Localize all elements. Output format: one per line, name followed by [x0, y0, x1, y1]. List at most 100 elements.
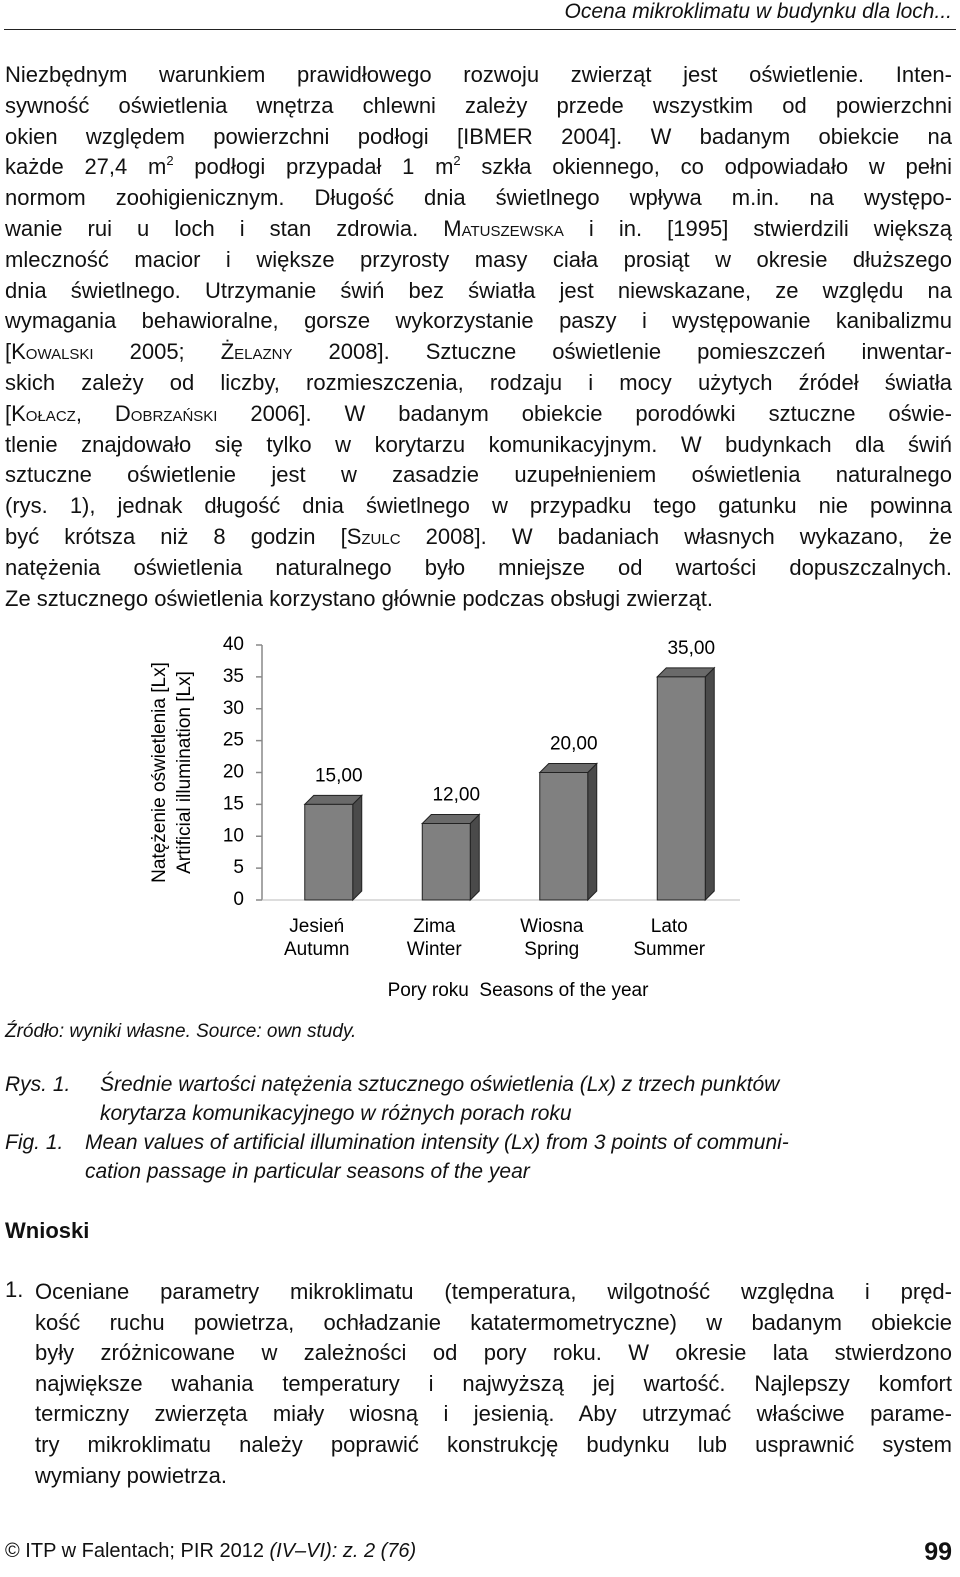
text-line: (rys. 1), jednak długość dnia świetlnego…: [5, 491, 952, 521]
text: [: [5, 339, 12, 365]
bar: [656, 676, 706, 901]
y-tick-label: 10: [223, 825, 244, 846]
value-label: 35,00: [667, 638, 715, 659]
text-line: okien względem powierzchni podłogi [IBME…: [5, 122, 952, 152]
caption-line: Mean values of artificial illumination i…: [85, 1131, 789, 1154]
text: sywność oświetlenia wnętrza chlewni zale…: [5, 92, 952, 118]
caption-label: Rys. 1.: [5, 1073, 71, 1096]
footer-issue: (IV–VI): z. 2 (76): [269, 1540, 417, 1562]
text: 2008]. Sztuczne oświetlenie pomieszczeń …: [292, 339, 952, 365]
running-header: Ocena mikroklimatu w budynku dla loch...: [564, 0, 952, 23]
text-line: Ze sztucznego oświetlenia korzystano głó…: [5, 584, 952, 614]
text-line: mleczność macior i większe przyrosty mas…: [5, 245, 952, 275]
y-tick-label: 40: [223, 634, 244, 655]
text: skich zależy od liczby, rozmieszczenia, …: [5, 370, 952, 395]
text-line: skich zależy od liczby, rozmieszczenia, …: [5, 368, 952, 398]
value-label: 12,00: [432, 785, 480, 806]
text: i in. [1995] stwierdzili większą: [563, 216, 953, 241]
y-tick-label: 30: [223, 698, 244, 719]
list-line: były zróżnicowane w zależności od pory r…: [35, 1340, 952, 1366]
x-tick-label: Winter: [407, 939, 463, 960]
text-line: Niezbędnym warunkiem prawidłowego rozwoj…: [5, 60, 952, 90]
bar-side: [704, 666, 715, 902]
text: 2006]. W badanym obiekcie porodówki sztu…: [217, 400, 952, 426]
author-name: Matuszewska: [443, 216, 564, 241]
bar: [421, 823, 471, 901]
list-line: największe wahania temperatury i najwyżs…: [35, 1370, 952, 1396]
x-tick-label: Spring: [524, 939, 579, 960]
text-line: sywność oświetlenia wnętrza chlewni zale…: [5, 91, 952, 121]
y-tick-label: 35: [223, 666, 244, 687]
list-line: wymiany powietrza.: [35, 1462, 227, 1488]
y-tick-label: 5: [233, 857, 244, 878]
text: Ze sztucznego oświetlenia korzystano głó…: [5, 585, 714, 611]
header-rule: [4, 29, 956, 30]
text: Niezbędnym warunkiem prawidłowego rozwoj…: [5, 62, 952, 87]
author-name: Szulc: [346, 524, 401, 549]
x-axis-label: Pory roku Seasons of the year: [388, 980, 650, 1001]
x-tick-label: Lato: [651, 916, 688, 937]
text: [: [5, 400, 12, 426]
y-tick-label: 25: [223, 730, 244, 751]
source: Źródło: wyniki własne. Source: own study…: [5, 1021, 357, 1042]
footer-text: © ITP w Falentach; PIR 2012: [5, 1540, 270, 1562]
section-heading: Wnioski: [5, 1218, 90, 1243]
list-number: 1.: [5, 1277, 24, 1302]
x-tick-label: Zima: [413, 916, 456, 937]
bar-top: [303, 794, 363, 805]
bar-top: [656, 667, 716, 678]
text: szkła okiennego, co odpowiadało w pełni: [460, 154, 952, 180]
text: normom zoohigienicznym. Długość dnia świ…: [5, 185, 952, 211]
text: wymagania behawioralne, gorsze wykorzyst…: [5, 308, 952, 334]
text: ,: [75, 400, 115, 426]
footer: © ITP w Falentach; PIR 2012 (IV–VI): z. …: [5, 1540, 416, 1563]
text: podłogi przypadał 1 m: [173, 154, 454, 180]
text: każde 27,4 m: [5, 154, 167, 180]
text: 2005;: [93, 339, 221, 365]
text: (rys. 1), jednak długość dnia świetlnego…: [5, 493, 952, 519]
author-name: Żelazny: [220, 339, 293, 365]
text: mleczność macior i większe przyrosty mas…: [5, 246, 952, 272]
bar-side: [469, 813, 480, 902]
page-number: 99: [924, 1538, 952, 1566]
chart: 0 5 10 15 20 25 30 35 40 Natężenie oświetlenia [L…: [149, 634, 740, 1001]
text-line: natężenia oświetlenia naturalnego było m…: [5, 553, 952, 583]
superscript: 2: [166, 153, 174, 169]
bar: [304, 803, 354, 901]
text-line: normom zoohigienicznym. Długość dnia świ…: [5, 183, 952, 213]
y-tick-label: 20: [223, 762, 244, 783]
text-line: każde 27,4 m2 podłogi przypadał 1 m2 szk…: [5, 152, 952, 182]
text: okien względem powierzchni podłogi [IBME…: [5, 123, 952, 149]
text: tlenie znajdowało się tylko w korytarzu …: [5, 431, 952, 457]
caption-label: Fig. 1.: [5, 1131, 64, 1154]
text-line: sztuczne oświetlenie jest w zasadzie uzu…: [5, 460, 952, 490]
superscript: 2: [453, 153, 461, 169]
author-name: Dobrzański: [114, 400, 218, 426]
y-axis-label: Natężenie oświetlenia [Lx]: [149, 662, 170, 883]
value-label: 20,00: [550, 734, 598, 755]
y-axis-label: Artificial illumination [Lx]: [174, 671, 195, 874]
list-line: try mikroklimatu należy poprawić konstru…: [35, 1432, 952, 1457]
text: 2008]. W badaniach własnych wykazano, że: [400, 524, 952, 549]
x-tick-label: Jesień: [289, 916, 344, 937]
x-tick-label: Autumn: [284, 939, 349, 960]
caption-line: korytarza komunikacyjnego w różnych pora…: [100, 1102, 572, 1125]
x-tick-label: Summer: [633, 939, 705, 960]
text: dnia świetlnego. Utrzymanie świń bez świ…: [5, 277, 952, 303]
text-line: [Kowalski 2005; Żelazny 2008]. Sztuczne …: [5, 337, 952, 367]
text-line: dnia świetlnego. Utrzymanie świń bez świ…: [5, 276, 952, 306]
caption-line: cation passage in particular seasons of …: [85, 1160, 530, 1183]
text-line: [Kołacz, Dobrzański 2006]. W badanym obi…: [5, 399, 952, 429]
text: wanie rui u loch i stan zdrowia.: [5, 216, 444, 241]
author-name: Kowalski: [11, 339, 94, 365]
text: natężenia oświetlenia naturalnego było m…: [5, 554, 952, 580]
x-tick-label: Wiosna: [520, 916, 584, 937]
text-line: wymagania behawioralne, gorsze wykorzyst…: [5, 306, 952, 336]
y-tick-label: 0: [233, 889, 244, 910]
text: być krótsza niż 8 godzin [: [5, 524, 347, 549]
list-line: kość ruchu powietrza, ochładzanie katate…: [35, 1309, 952, 1335]
caption-line: Średnie wartości natężenia sztucznego oś…: [100, 1073, 780, 1096]
text-line: tlenie znajdowało się tylko w korytarzu …: [5, 430, 952, 460]
bar: [539, 772, 589, 901]
